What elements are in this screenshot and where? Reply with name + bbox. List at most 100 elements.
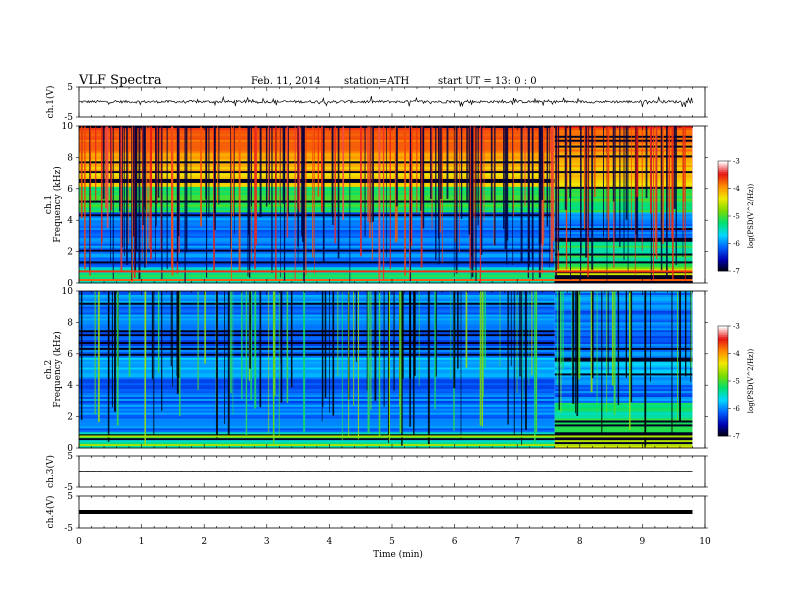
spectrogram-sferic: [490, 126, 493, 201]
spectrogram-band: [79, 149, 555, 152]
colorbar-segment: [718, 263, 728, 266]
colorbar-segment: [718, 417, 728, 420]
spectrogram-band: [79, 188, 555, 192]
spectrogram-band: [554, 310, 693, 313]
spectrogram-sferic: [665, 126, 668, 279]
spectrogram-band: [79, 334, 555, 337]
spectrogram-band: [554, 294, 693, 298]
spectrogram-band: [554, 312, 693, 315]
spectrogram-sferic: [630, 291, 631, 396]
spectrogram-band: [79, 214, 555, 217]
spectrogram-band: [79, 424, 555, 427]
colorbar-segment: [718, 162, 728, 165]
spectrogram-sferic: [453, 291, 456, 389]
spectrogram-sferic: [355, 291, 357, 363]
spectrogram-sferic: [409, 291, 411, 427]
spectrogram-band: [554, 402, 693, 406]
spectrogram-band: [79, 251, 555, 254]
spectrogram-sferic: [471, 126, 473, 257]
spectrogram-sferic: [519, 291, 521, 377]
spectrogram-band: [79, 365, 555, 368]
spectrogram-sferic: [528, 291, 530, 386]
spectrogram-sferic: [677, 291, 679, 421]
spectrogram-sferic: [654, 126, 657, 255]
spectrogram-sferic: [535, 291, 538, 433]
spectrogram-sferic: [625, 291, 628, 378]
spectrogram-band: [79, 332, 555, 335]
spectrogram-line: [79, 435, 693, 438]
spectrogram-sferic: [131, 126, 133, 281]
spectrogram-band: [79, 206, 555, 209]
y-axis-channel-label: ch.2: [44, 360, 54, 379]
spectrogram-sferic: [254, 291, 257, 409]
spectrogram-sferic: [393, 291, 395, 391]
spectrogram-band: [79, 226, 555, 229]
spectrogram-sferic: [409, 126, 411, 281]
spectrogram-sferic: [329, 291, 330, 413]
spectrogram-band: [79, 302, 555, 306]
spectrogram-sferic: [546, 126, 549, 227]
spectrogram-band: [79, 432, 555, 435]
spectrogram-sferic: [374, 291, 377, 401]
colorbar-segment: [718, 205, 728, 208]
spectrogram-band: [554, 336, 693, 339]
colorbar-segment: [718, 188, 728, 191]
x-tick-label: 9: [640, 537, 646, 547]
spectrogram-sferic: [481, 291, 484, 427]
spectrogram-sferic: [591, 291, 594, 379]
spectrogram-band: [79, 422, 555, 425]
spectrogram-sferic: [161, 291, 163, 411]
spectrogram-sferic: [126, 126, 128, 265]
colorbar-segment: [718, 362, 728, 365]
spectrogram-sferic: [562, 291, 564, 370]
colorbar-segment: [718, 406, 728, 409]
spectrogram-sferic: [459, 126, 460, 253]
spectrogram-band: [79, 171, 555, 174]
spectrogram-band: [79, 190, 555, 194]
spectrogram-sferic: [513, 291, 515, 436]
spectrogram-sferic: [455, 126, 458, 274]
spectrogram-sferic: [142, 126, 144, 226]
ch2-colorbar: -3 -4 -5 -6 -7 log(PSD(V^2/Hz)): [717, 323, 755, 441]
colorbar-segment: [718, 346, 728, 349]
spectrogram-sferic: [215, 291, 218, 439]
spectrogram-sferic: [234, 126, 235, 235]
colorbar-segment: [718, 216, 728, 219]
spectrogram-sferic: [660, 126, 663, 271]
y-tick-label: 5: [67, 452, 73, 462]
spectrogram-band: [554, 349, 693, 353]
spectrogram-sferic: [214, 126, 216, 230]
spectrogram-sferic: [588, 126, 590, 238]
colorbar-segment: [718, 172, 728, 175]
colorbar-segment: [718, 243, 728, 246]
spectrogram-band: [79, 269, 555, 272]
colorbar-tick-label: -5: [733, 213, 740, 221]
spectrogram-band: [554, 261, 693, 264]
colorbar-segment: [718, 250, 728, 253]
spectrogram-band: [554, 387, 693, 390]
spectrogram-band: [554, 273, 693, 276]
spectrogram-sferic: [450, 291, 452, 380]
spectrogram-band: [554, 428, 693, 431]
colorbar-segment: [718, 421, 728, 424]
y-tick-label: 2: [67, 248, 73, 258]
colorbar-label: log(PSD(V^2/Hz)): [747, 348, 755, 413]
spectrogram-band: [554, 363, 693, 366]
spectrogram-band: [554, 422, 693, 425]
colorbar-segment: [718, 241, 728, 244]
spectrogram-sferic: [552, 126, 555, 242]
colorbar-segment: [718, 382, 728, 385]
spectrogram-sferic: [157, 126, 160, 198]
spectrogram-sferic: [269, 126, 270, 205]
spectrogram-band: [79, 393, 555, 396]
spectrogram-sferic: [587, 126, 589, 278]
spectrogram-band: [554, 404, 693, 408]
spectrogram-sferic: [294, 126, 296, 280]
colorbar-segment: [718, 208, 728, 211]
spectrogram-band: [79, 147, 555, 150]
spectrogram-band: [554, 342, 693, 345]
spectrogram-sferic: [479, 291, 482, 426]
spectrogram-band: [79, 135, 555, 139]
colorbar-segment: [718, 344, 728, 347]
spectrogram-band: [79, 237, 555, 241]
